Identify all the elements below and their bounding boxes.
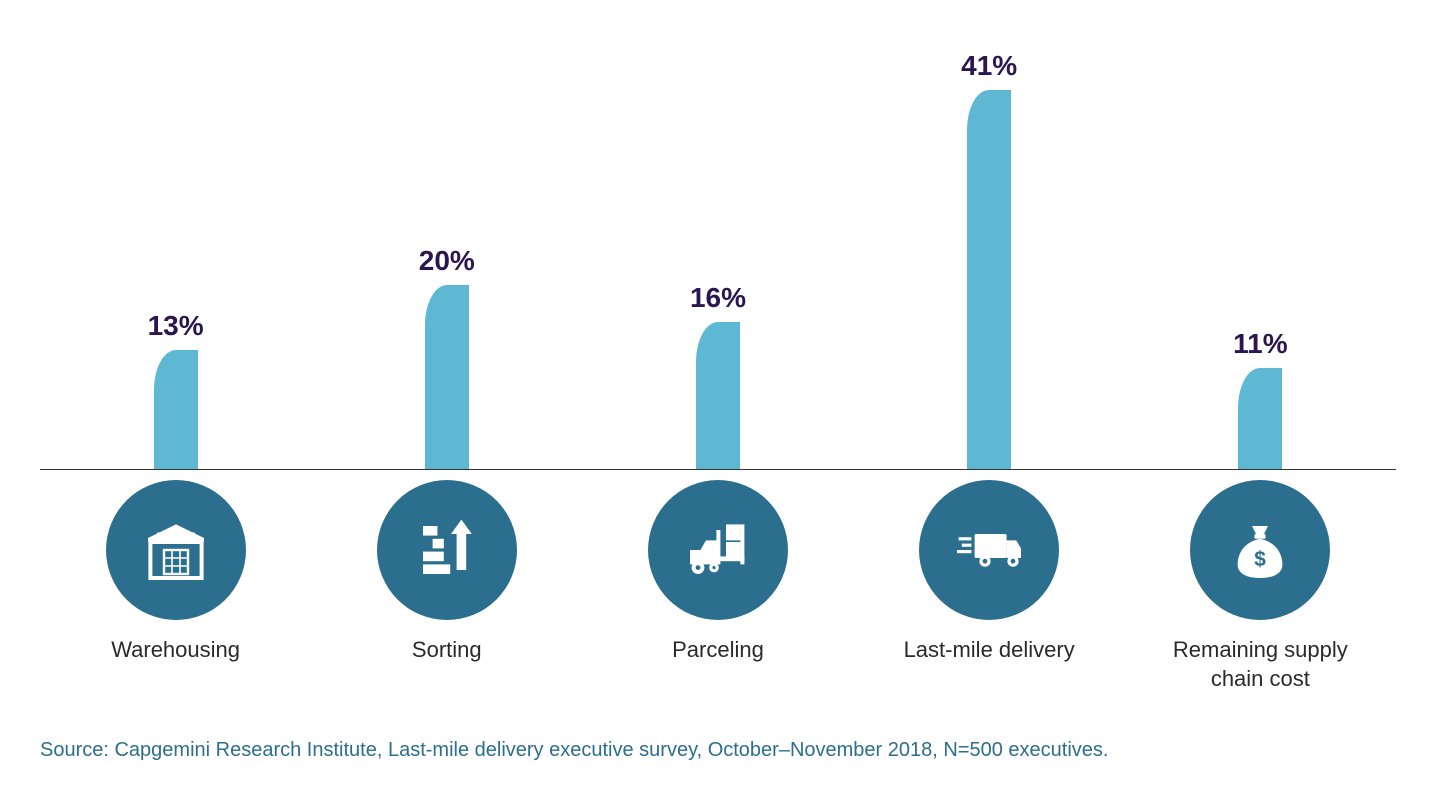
category-item: $ Remaining supply chain cost (1125, 480, 1396, 693)
category-caption: Warehousing (111, 636, 240, 665)
bar-item: 16% (582, 40, 853, 470)
sorting-icon (377, 480, 517, 620)
bar-item: 20% (311, 40, 582, 470)
chart-baseline (40, 469, 1396, 470)
category-item: Parceling (582, 480, 853, 693)
bar-item: 41% (854, 40, 1125, 470)
bar (696, 322, 740, 470)
category-caption: Parceling (672, 636, 764, 665)
bar-value-label: 16% (690, 282, 746, 314)
source-text: Source: Capgemini Research Institute, La… (40, 739, 1108, 762)
chart-area: 13% 20% 16% 41% 11% (40, 40, 1396, 470)
svg-text:$: $ (1255, 548, 1267, 571)
money-bag-icon: $ (1190, 480, 1330, 620)
bar (425, 285, 469, 470)
forklift-icon (648, 480, 788, 620)
bar-item: 11% (1125, 40, 1396, 470)
category-caption: Sorting (412, 636, 482, 665)
bar (967, 90, 1011, 470)
category-item: Last-mile delivery (854, 480, 1125, 693)
icons-row: Warehousing Sorting Parceling Last-mile del… (40, 480, 1396, 693)
bar (154, 350, 198, 470)
category-item: Warehousing (40, 480, 311, 693)
bars-row: 13% 20% 16% 41% 11% (40, 40, 1396, 470)
category-caption: Remaining supply chain cost (1160, 636, 1360, 693)
truck-icon (919, 480, 1059, 620)
warehouse-icon (106, 480, 246, 620)
bar-value-label: 11% (1233, 328, 1288, 360)
supply-chain-cost-chart: 13% 20% 16% 41% 11% Warehousing Sorting Parcel… (0, 0, 1436, 792)
bar-value-label: 13% (148, 310, 204, 342)
bar-value-label: 41% (961, 50, 1017, 82)
bar-value-label: 20% (419, 245, 475, 277)
bar (1238, 368, 1282, 470)
category-caption: Last-mile delivery (904, 636, 1075, 665)
category-item: Sorting (311, 480, 582, 693)
bar-item: 13% (40, 40, 311, 470)
